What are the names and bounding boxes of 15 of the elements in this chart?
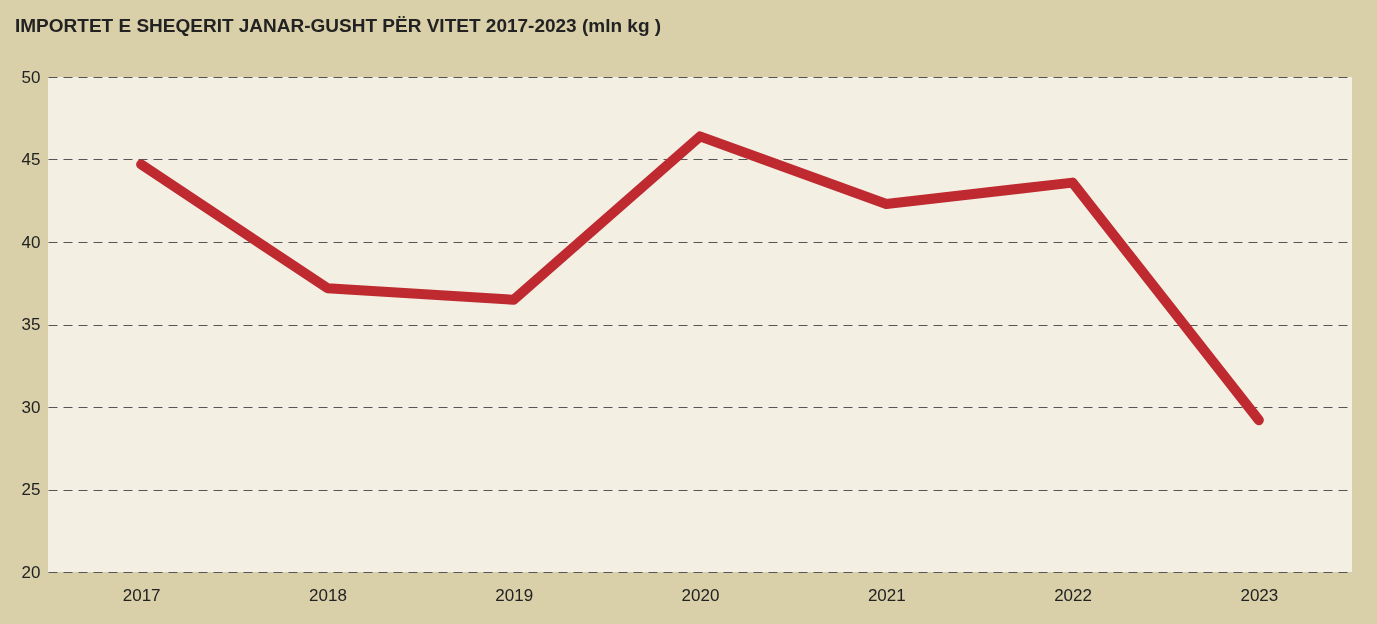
y-tick-label: 40: [21, 232, 41, 252]
y-tick-label: 35: [21, 315, 41, 334]
x-tick-label: 2023: [1240, 585, 1279, 605]
x-tick-label: 2018: [309, 585, 347, 605]
y-tick-label: 50: [21, 67, 41, 87]
y-tick-label: 25: [21, 480, 41, 499]
y-tick-label: 45: [21, 150, 41, 169]
chart-title: IMPORTET E SHEQERIT JANAR-GUSHT PËR VITET 2017-2023 (mln kg ): [15, 15, 662, 36]
x-tick-label: 2021: [867, 585, 906, 605]
x-tick-label: 2019: [495, 585, 534, 605]
y-tick-label: 20: [21, 562, 41, 582]
y-tick-label: 30: [21, 397, 41, 417]
x-tick-label: 2022: [1054, 585, 1092, 605]
x-tick-label: 2020: [681, 585, 720, 605]
x-tick-label: 2017: [122, 585, 161, 605]
